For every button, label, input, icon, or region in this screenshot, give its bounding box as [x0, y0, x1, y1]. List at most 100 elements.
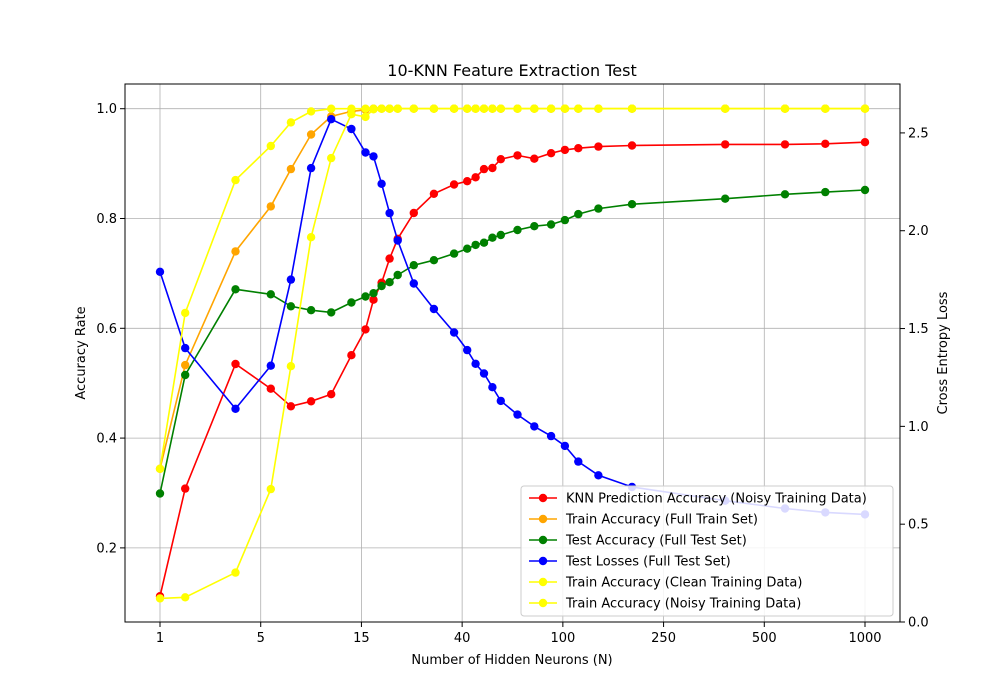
legend-marker: [538, 493, 548, 503]
y-tick-label: 0.8: [96, 212, 117, 227]
data-point: [266, 384, 275, 393]
x-tick-label: 5: [257, 631, 265, 646]
data-point: [409, 208, 418, 218]
y-axis-left: 0.2 0.4 0.6 0.8 1.0: [96, 102, 125, 556]
data-point: [306, 233, 316, 242]
data-point: [780, 140, 790, 149]
data-point: [496, 155, 505, 164]
chart-title: 10-KNN Feature Extraction Test: [387, 61, 636, 80]
legend-entry: Test Accuracy (Full Test Set): [529, 534, 747, 549]
data-point: [594, 104, 603, 113]
data-point: [231, 285, 240, 294]
data-point: [479, 104, 489, 113]
x-axis: 1 5 15 40 100 250 500 1000: [156, 622, 882, 646]
data-point: [377, 281, 386, 291]
data-point: [488, 233, 497, 242]
legend-entry: Test Losses (Full Test Set): [529, 555, 731, 570]
data-point: [327, 104, 336, 113]
data-point: [306, 130, 316, 139]
data-point: [429, 189, 439, 198]
data-point: [306, 163, 316, 173]
data-point: [429, 256, 439, 265]
data-point: [449, 249, 459, 258]
y2-axis-title: Cross Entropy Loss: [936, 291, 951, 414]
data-point: [471, 104, 480, 113]
x-tick-label: 250: [651, 631, 676, 646]
x-tick-label: 15: [353, 631, 370, 646]
series-1: [155, 138, 870, 601]
data-point: [286, 402, 296, 411]
data-point: [266, 141, 275, 151]
data-point: [463, 244, 472, 253]
y2-tick-label: 1.5: [908, 322, 929, 337]
data-point: [560, 441, 570, 451]
data-point: [821, 104, 830, 113]
data-point: [361, 325, 370, 334]
data-point: [231, 568, 240, 577]
data-point: [266, 290, 275, 299]
data-point: [488, 163, 497, 173]
data-point: [479, 238, 489, 247]
series-5: [155, 104, 870, 473]
data-point: [393, 270, 402, 280]
legend-label: Test Accuracy (Full Test Set): [565, 534, 747, 549]
y2-tick-label: 2.0: [908, 224, 929, 239]
y-axis-title: Accuracy Rate: [74, 306, 89, 399]
y-tick-label: 0.2: [96, 541, 117, 556]
data-point: [463, 345, 472, 355]
data-point: [449, 104, 459, 113]
data-point: [530, 154, 539, 163]
data-point: [721, 194, 730, 203]
data-point: [530, 222, 539, 231]
data-point: [471, 359, 480, 368]
data-point: [479, 164, 489, 174]
data-point: [627, 141, 637, 150]
legend-marker: [538, 514, 548, 524]
legend: KNN Prediction Accuracy (Noisy Training …: [520, 485, 894, 617]
data-point: [377, 104, 386, 113]
data-point: [449, 328, 459, 337]
data-point: [377, 179, 386, 188]
data-point: [347, 110, 356, 119]
y-axis-right: 0.0 0.5 1.0 1.5 2.0 2.5: [900, 126, 929, 631]
data-point: [327, 115, 336, 124]
x-tick-label: 100: [550, 631, 575, 646]
legend-frame: [520, 485, 894, 617]
data-point: [306, 107, 316, 116]
data-point: [306, 397, 316, 406]
data-point: [347, 298, 356, 307]
data-point: [546, 220, 556, 229]
data-point: [286, 164, 296, 174]
y2-tick-label: 1.0: [908, 420, 929, 435]
data-point: [574, 104, 583, 113]
data-point: [513, 104, 522, 113]
data-point: [594, 471, 603, 480]
data-point: [385, 254, 394, 263]
data-point: [181, 593, 190, 602]
data-point: [266, 361, 275, 370]
data-point: [721, 104, 730, 113]
data-point: [513, 410, 522, 419]
data-point: [266, 484, 275, 494]
data-point: [286, 118, 296, 127]
data-point: [821, 139, 830, 148]
y-tick-label: 0.6: [96, 322, 117, 337]
legend-label: Train Accuracy (Clean Training Data): [565, 576, 802, 591]
data-point: [594, 142, 603, 151]
data-point: [488, 104, 497, 113]
data-point: [286, 302, 296, 311]
data-point: [181, 343, 190, 353]
data-point: [155, 489, 165, 498]
series-6: [155, 104, 870, 603]
legend-marker: [538, 598, 548, 608]
legend-marker: [538, 556, 548, 566]
data-point: [496, 230, 505, 240]
data-point: [479, 369, 489, 378]
data-point: [627, 200, 637, 209]
data-point: [385, 278, 394, 287]
data-point: [347, 124, 356, 134]
legend-label: Train Accuracy (Noisy Training Data): [565, 597, 801, 612]
data-point: [409, 279, 418, 288]
legend-label: KNN Prediction Accuracy (Noisy Training …: [566, 492, 867, 507]
data-point: [369, 152, 378, 161]
